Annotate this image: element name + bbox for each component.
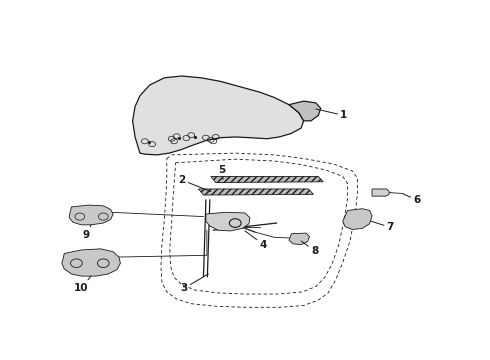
Polygon shape: [198, 189, 314, 195]
Text: 9: 9: [83, 225, 91, 239]
Text: 1: 1: [316, 109, 347, 121]
Polygon shape: [289, 101, 321, 121]
Polygon shape: [343, 209, 372, 229]
Polygon shape: [62, 249, 121, 276]
Text: 10: 10: [74, 276, 91, 293]
Text: 6: 6: [404, 194, 421, 205]
Polygon shape: [206, 212, 250, 231]
Polygon shape: [69, 205, 113, 225]
Polygon shape: [211, 176, 323, 183]
Polygon shape: [133, 76, 304, 155]
Polygon shape: [372, 189, 389, 196]
Polygon shape: [289, 233, 310, 244]
Text: 8: 8: [301, 241, 318, 256]
Text: 2: 2: [178, 175, 211, 192]
Text: 4: 4: [245, 231, 267, 249]
Text: 5: 5: [218, 165, 225, 179]
Text: 7: 7: [371, 221, 394, 232]
Text: 3: 3: [180, 274, 208, 293]
